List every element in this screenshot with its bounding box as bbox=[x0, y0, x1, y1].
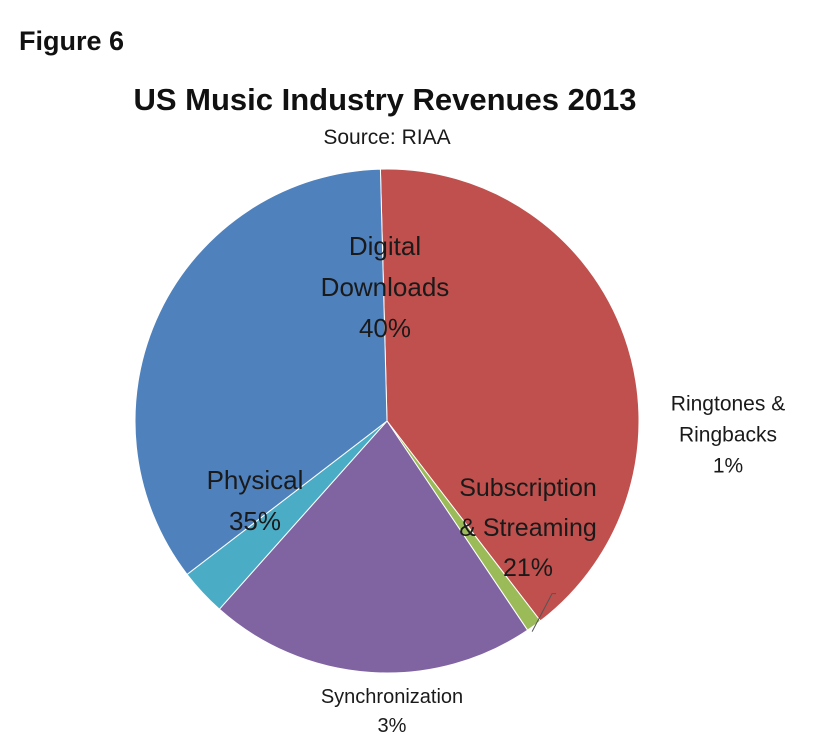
slice-label-line: Ringbacks bbox=[679, 423, 777, 446]
leader-lines bbox=[531, 593, 557, 632]
slice-label-line: & Streaming bbox=[459, 514, 597, 542]
slice-label-physical: Physical 35% bbox=[207, 465, 304, 536]
slice-label-synchronization: Synchronization 3% bbox=[321, 686, 463, 737]
slice-label-line: Downloads bbox=[321, 272, 450, 302]
figure-label: Figure 6 bbox=[19, 26, 125, 56]
slice-label-subscription-and-streaming: Subscription & Streaming 21% bbox=[459, 474, 597, 582]
slice-label-line: Physical bbox=[207, 465, 304, 495]
slice-label-line: 1% bbox=[713, 454, 743, 477]
slice-label-line: Ringtones & bbox=[671, 392, 785, 415]
slice-label-line: 35% bbox=[229, 506, 281, 536]
slice-label-line: Digital bbox=[349, 231, 421, 261]
chart-subtitle: Source: RIAA bbox=[323, 126, 451, 149]
slice-label-line: 21% bbox=[503, 554, 553, 582]
leader-line-ringtones-and-ringbacks bbox=[531, 593, 557, 632]
slice-label-line: Synchronization bbox=[321, 686, 463, 708]
chart-title: US Music Industry Revenues 2013 bbox=[133, 82, 637, 117]
pie-slice-physical bbox=[134, 168, 388, 576]
slice-label-line: Subscription bbox=[459, 474, 597, 502]
slice-label-ringtones-and-ringbacks: Ringtones & Ringbacks 1% bbox=[671, 392, 785, 477]
pie-slice-digital-downloads bbox=[379, 168, 640, 622]
pie-slice-subscription-and-streaming bbox=[218, 420, 529, 674]
pie-slices bbox=[134, 168, 640, 674]
slice-label-line: 40% bbox=[359, 313, 411, 343]
slice-labels: Digital Downloads 40% Ringtones & Ringbacks 1… bbox=[207, 231, 786, 737]
slice-label-digital-downloads: Digital Downloads 40% bbox=[321, 231, 450, 343]
slice-label-line: 3% bbox=[378, 715, 407, 737]
